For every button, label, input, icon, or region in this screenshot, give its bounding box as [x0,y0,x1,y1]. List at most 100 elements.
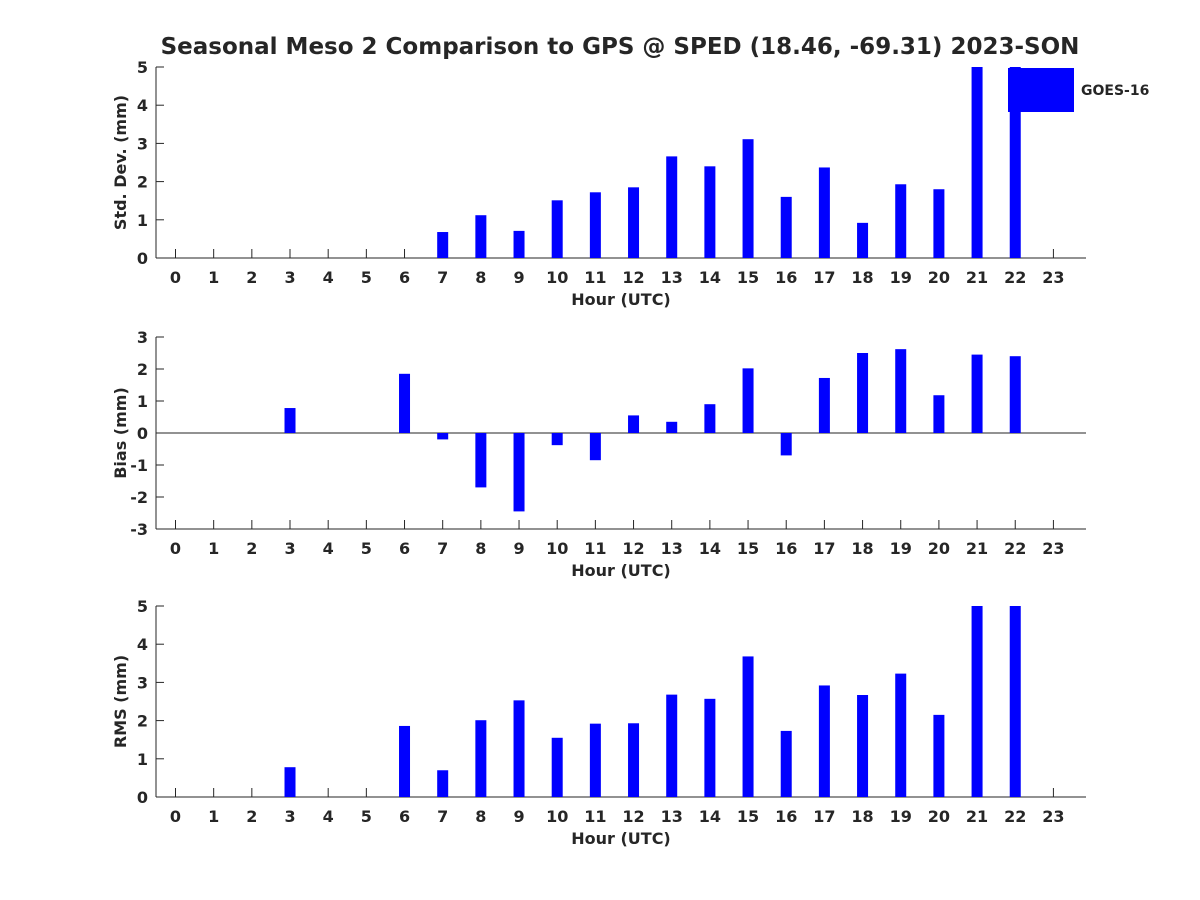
bias-bar-hour-16 [780,433,792,456]
bias-y-tick-label: -2 [130,488,148,507]
bias-x-tick-label: 17 [813,539,835,558]
bias-x-tick-label: 5 [361,539,372,558]
std-dev-bar-hour-19 [895,184,907,258]
rms-y-axis-label: RMS (mm) [111,655,130,748]
rms-bar-hour-10 [551,737,563,797]
rms-x-tick-label: 13 [661,807,683,826]
std-dev-x-tick-label: 17 [813,268,835,287]
rms-x-tick-label: 0 [170,807,181,826]
rms-x-tick-label: 7 [437,807,448,826]
rms-x-tick-label: 11 [584,807,606,826]
std-dev-x-tick-label: 4 [323,268,334,287]
std-dev-y-tick-label: 5 [137,58,148,77]
bias-x-tick-label: 3 [284,539,295,558]
bias-bar-hour-15 [742,368,754,433]
bias-bar-hour-18 [857,353,869,433]
bias-bar-hour-21 [971,354,983,433]
rms-x-tick-label: 6 [399,807,410,826]
rms-x-tick-label: 21 [966,807,988,826]
bias-x-tick-label: 7 [437,539,448,558]
std-dev-x-tick-label: 15 [737,268,759,287]
std-dev-bar-hour-11 [589,192,601,258]
rms-bar-hour-22 [1009,606,1021,797]
rms-x-tick-label: 4 [323,807,334,826]
bias-x-tick-label: 10 [546,539,568,558]
bias-x-tick-label: 21 [966,539,988,558]
bias-y-tick-label: -3 [130,520,148,539]
rms-bar-hour-21 [971,606,983,797]
legend-label-goes-16: GOES-16 [1081,83,1149,99]
rms-bar-hour-9 [513,700,525,797]
bias-bar-hour-10 [551,433,563,446]
bias-x-tick-label: 19 [890,539,912,558]
std-dev-bar-hour-20 [933,189,945,258]
std-dev-x-tick-label: 6 [399,268,410,287]
std-dev-bar-hour-14 [704,166,716,258]
rms-x-tick-label: 22 [1004,807,1026,826]
rms-bar-hour-6 [399,725,411,797]
legend-swatch-goes-16 [1008,68,1074,112]
std-dev-x-tick-label: 8 [475,268,486,287]
std-dev-x-tick-label: 11 [584,268,606,287]
std-dev-bar-hour-18 [857,222,869,258]
bias-x-tick-label: 8 [475,539,486,558]
rms-y-tick-label: 2 [137,712,148,731]
rms-bar-hour-18 [857,695,869,797]
std-dev-bar-hour-21 [971,67,983,258]
rms-bar-hour-11 [589,723,601,797]
rms-x-tick-label: 16 [775,807,797,826]
bias-x-tick-label: 0 [170,539,181,558]
bias-x-tick-label: 14 [699,539,721,558]
rms-y-tick-label: 5 [137,597,148,616]
rms-x-tick-label: 20 [928,807,950,826]
std-dev-bar-hour-17 [818,167,830,258]
std-dev-y-tick-label: 2 [137,173,148,192]
rms-bar-hour-20 [933,714,945,797]
bias-bar-hour-22 [1009,356,1021,433]
std-dev-bar-hour-7 [437,232,449,258]
rms-bar-hour-15 [742,656,754,797]
bias-x-tick-label: 2 [246,539,257,558]
std-dev-bar-hour-15 [742,139,754,258]
rms-y-tick-label: 1 [137,750,148,769]
bias-x-tick-label: 12 [622,539,644,558]
std-dev-x-tick-label: 9 [513,268,524,287]
rms-x-tick-label: 1 [208,807,219,826]
rms-x-tick-label: 2 [246,807,257,826]
std-dev-x-tick-label: 10 [546,268,568,287]
std-dev-x-tick-label: 3 [284,268,295,287]
bias-x-tick-label: 1 [208,539,219,558]
rms-y-tick-label: 0 [137,788,148,807]
std-dev-x-tick-label: 18 [851,268,873,287]
bias-x-tick-label: 11 [584,539,606,558]
std-dev-x-tick-label: 13 [661,268,683,287]
std-dev-x-tick-label: 16 [775,268,797,287]
rms-x-tick-label: 23 [1042,807,1064,826]
bias-x-tick-label: 4 [323,539,334,558]
std-dev-bar-hour-12 [628,187,640,258]
std-dev-x-tick-label: 1 [208,268,219,287]
rms-bar-hour-14 [704,698,716,797]
rms-x-tick-label: 12 [622,807,644,826]
rms-x-tick-label: 8 [475,807,486,826]
std-dev-x-tick-label: 22 [1004,268,1026,287]
bias-bar-hour-8 [475,433,487,488]
bias-bar-hour-6 [399,373,411,433]
std-dev-x-tick-label: 5 [361,268,372,287]
bias-x-tick-label: 16 [775,539,797,558]
rms-x-tick-label: 9 [513,807,524,826]
rms-bar-hour-13 [666,694,678,797]
rms-bar-hour-16 [780,730,792,797]
bias-y-tick-label: 2 [137,360,148,379]
bias-y-tick-label: 3 [137,328,148,347]
std-dev-y-tick-label: 1 [137,211,148,230]
bias-y-tick-label: 0 [137,424,148,443]
bias-bar-hour-9 [513,433,525,512]
bias-bar-hour-14 [704,404,716,433]
std-dev-bar-hour-8 [475,215,487,258]
bias-y-tick-label: -1 [130,456,148,475]
rms-x-tick-label: 10 [546,807,568,826]
std-dev-x-tick-label: 12 [622,268,644,287]
